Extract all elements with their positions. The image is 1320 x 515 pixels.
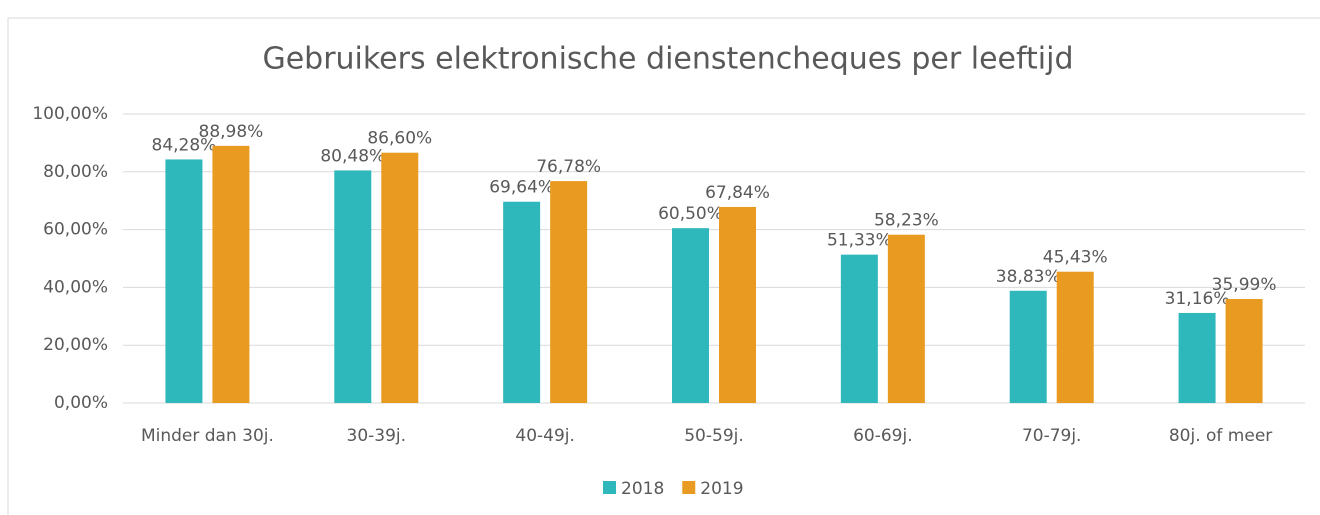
bar <box>334 170 372 403</box>
value-label: 31,16% <box>1165 289 1230 309</box>
value-label: 60,50% <box>658 204 723 224</box>
y-tick-label: 40,00% <box>43 277 108 297</box>
legend-swatch <box>603 481 616 494</box>
bar <box>550 181 588 403</box>
chart-title: Gebruikers elektronische dienstencheques… <box>262 42 1073 77</box>
x-tick-label: 60-69j. <box>853 426 913 446</box>
value-label: 38,83% <box>996 267 1061 287</box>
y-tick-label: 20,00% <box>43 335 108 355</box>
value-label: 86,60% <box>367 129 432 149</box>
legend-label: 2019 <box>700 479 743 499</box>
value-label: 80,48% <box>320 146 385 166</box>
bar <box>1225 298 1263 403</box>
bar <box>1056 271 1094 403</box>
value-label: 69,64% <box>489 178 554 198</box>
value-label: 51,33% <box>827 231 892 251</box>
x-tick-label: 70-79j. <box>1022 426 1082 446</box>
x-tick-label: Minder dan 30j. <box>141 426 274 446</box>
bar <box>381 152 419 403</box>
x-tick-label: 50-59j. <box>684 426 744 446</box>
value-label: 76,78% <box>536 157 601 177</box>
bar <box>1009 290 1047 403</box>
value-label: 58,23% <box>874 211 939 231</box>
value-label: 88,98% <box>199 122 264 142</box>
bar <box>165 159 203 403</box>
bar <box>672 228 709 403</box>
value-label: 67,84% <box>705 183 770 203</box>
bar <box>840 254 878 403</box>
y-tick-label: 100,00% <box>32 104 108 124</box>
bar <box>887 234 925 403</box>
legend-swatch <box>682 481 696 494</box>
value-label: 84,28% <box>152 135 217 155</box>
value-label: 35,99% <box>1212 275 1277 295</box>
x-tick-label: 30-39j. <box>347 426 407 446</box>
x-tick-label: 40-49j. <box>515 426 575 446</box>
bar <box>719 206 756 403</box>
y-tick-label: 60,00% <box>43 220 108 240</box>
value-label: 45,43% <box>1043 248 1108 268</box>
bar <box>503 201 541 403</box>
legend-label: 2018 <box>621 479 664 499</box>
y-tick-label: 0,00% <box>54 393 108 413</box>
bar <box>212 145 250 404</box>
x-tick-label: 80j. of meer <box>1169 426 1272 446</box>
bar <box>1178 312 1216 403</box>
y-tick-label: 80,00% <box>43 162 108 182</box>
